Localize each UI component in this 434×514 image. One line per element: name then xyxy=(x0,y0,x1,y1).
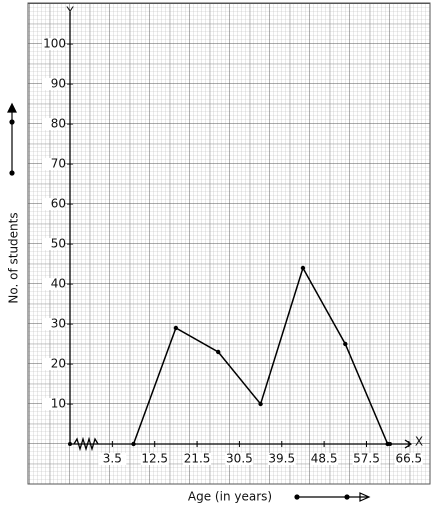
y-tick-bg xyxy=(42,278,64,290)
y-tick-label: 50 xyxy=(51,237,66,251)
x-axis-name: X xyxy=(415,435,423,449)
x-tick-label: 30.5 xyxy=(226,452,253,466)
x-tick-bg xyxy=(352,453,381,465)
x-tick-bg xyxy=(394,453,423,465)
x-axis-label: Age (in years) xyxy=(188,490,272,504)
x-tick-label: 21.5 xyxy=(184,452,211,466)
x-tick-label: 66.5 xyxy=(395,452,422,466)
y-tick-bg xyxy=(42,358,64,370)
y-axis-label: No. of students xyxy=(7,212,21,303)
y-tick-bg xyxy=(42,318,64,330)
y-tick-label: 70 xyxy=(51,157,66,171)
point xyxy=(258,401,263,407)
x-tick-bg xyxy=(267,453,296,465)
y-tick-label: 30 xyxy=(51,317,66,331)
x-tick-bg xyxy=(310,453,339,465)
y-tick-bg xyxy=(42,238,64,250)
y-tick-label: 100 xyxy=(43,37,66,51)
x-tick-bg xyxy=(98,453,127,465)
x-tick-bg xyxy=(140,453,169,465)
x-tick-label: 57.5 xyxy=(353,452,380,466)
x-tick-bg xyxy=(225,453,254,465)
y-tick-label: 10 xyxy=(51,397,66,411)
y-tick-bg xyxy=(42,398,64,410)
y-tick-label: 80 xyxy=(51,117,66,131)
point xyxy=(216,349,221,355)
x-tick-label: 12.5 xyxy=(141,452,168,466)
y-tick-bg xyxy=(42,198,64,210)
y-tick-bg xyxy=(42,118,64,130)
point xyxy=(385,441,390,447)
x-tick-label: 48.5 xyxy=(311,452,338,466)
y-tick-label: 60 xyxy=(51,197,66,211)
x-tick-label: 39.5 xyxy=(268,452,295,466)
y-tick-bg xyxy=(42,78,64,90)
y-tick-bg xyxy=(42,38,64,50)
y-tick-label: 20 xyxy=(51,357,66,371)
point xyxy=(173,325,179,331)
x-tick-label: 3.5 xyxy=(103,452,122,466)
direction-arrows xyxy=(7,102,371,502)
point xyxy=(131,441,136,447)
y-tick-label: 40 xyxy=(51,277,66,291)
graph-paper-major xyxy=(27,2,431,485)
y-tick-label: 90 xyxy=(51,77,66,91)
point xyxy=(343,341,348,347)
origin-dot xyxy=(68,442,72,446)
point xyxy=(300,265,306,271)
y-axis-name: Y xyxy=(65,5,74,19)
x-tick-bg xyxy=(183,453,212,465)
y-tick-bg xyxy=(42,158,64,170)
